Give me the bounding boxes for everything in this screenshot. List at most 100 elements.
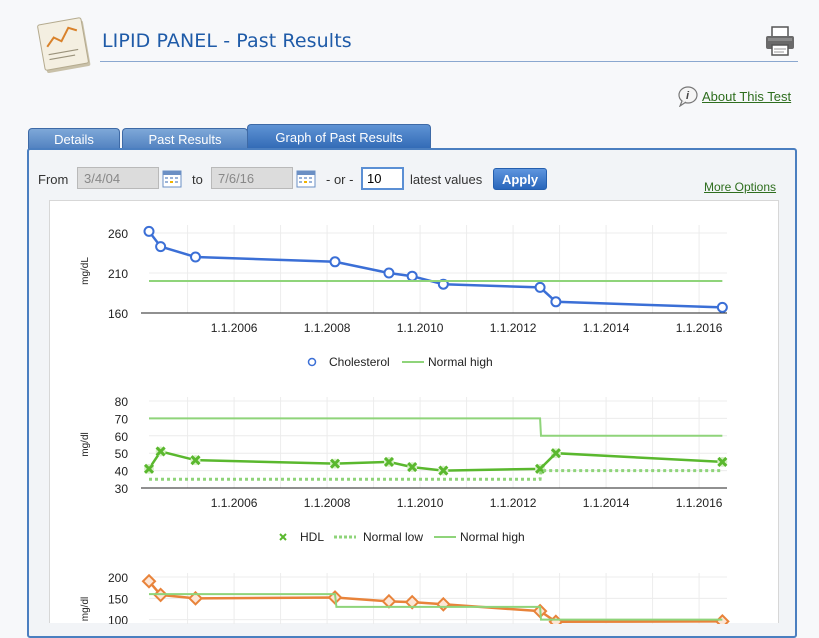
page-title: LIPID PANEL - Past Results [102,30,352,52]
marker-cross [407,462,418,473]
y-axis-label: mg/dL [80,257,91,285]
latest-values-label: latest values [410,172,483,187]
marker-cross [550,448,561,459]
y-tick-label: 150 [108,592,128,606]
or-label: - or - [326,172,354,187]
y-tick-label: 40 [115,465,129,479]
legend-label: Cholesterol [329,355,390,369]
data-point-marker [188,590,203,606]
y-tick-label: 60 [115,430,129,444]
about-this-test-label: About This Test [702,88,792,104]
page-header: LIPID PANEL - Past Results [0,0,819,80]
data-point-marker [155,446,166,457]
marker-cross [329,458,341,469]
legend-label: Normal high [428,355,493,369]
data-point-marker [406,270,418,282]
from-label: From [38,172,69,187]
to-label: to [192,172,203,187]
charts-svg: 160 210 260 mg/dL 1.1.2006 1.1.2008 1.1.2010 1.… [80,225,730,638]
apply-button[interactable]: Apply [493,168,547,190]
y-axis-label: mg/dl [80,597,91,621]
more-options-link[interactable]: More Options [704,180,777,194]
x-tick-label: 1.1.2016 [676,496,723,510]
marker-cross [155,446,166,457]
chart-area: 160 210 260 mg/dL 1.1.2006 1.1.2008 1.1.2010 1.… [49,200,779,638]
y-tick-label: 100 [108,614,128,624]
calendar-icon[interactable] [296,169,316,188]
y-tick-label: 200 [108,571,128,585]
data-point-marker [329,256,341,268]
data-point-marker [155,241,167,253]
data-point-marker [143,225,155,237]
normal-low-line [149,469,723,481]
x-tick-label: 1.1.2016 [676,321,723,335]
x-tick-label: 1.1.2012 [490,321,537,335]
x-tick-label: 1.1.2012 [490,496,537,510]
y-tick-label: 70 [115,412,129,426]
legend-label: Normal high [460,530,525,544]
series-line [148,230,723,309]
marker-cross [383,456,395,467]
tab-past-results[interactable]: Past Results [122,128,248,150]
x-tick-label: 1.1.2014 [583,496,630,510]
chart-document-icon [37,17,91,73]
data-point-marker [407,462,418,473]
latest-count-input[interactable] [361,167,404,190]
x-tick-label: 1.1.2014 [583,321,630,335]
y-tick-label: 30 [115,482,129,496]
data-point-marker [190,251,202,263]
y-axis-label: mg/dl [80,432,91,456]
marker-cross [438,465,449,476]
data-point-marker [143,463,155,474]
marker-cross [717,456,728,467]
data-point-marker [383,456,395,467]
marker-cross [190,455,201,466]
y-tick-label: 160 [108,307,128,321]
normal-range-line [149,417,723,437]
x-tick-label: 1.1.2008 [304,496,351,510]
data-point-marker [717,456,728,467]
data-point-marker [438,465,449,476]
y-tick-label: 210 [108,267,128,281]
data-point-marker [404,594,420,610]
data-point-marker [381,593,397,609]
svg-text:i: i [686,90,690,102]
data-point-marker [550,296,562,308]
data-point-marker [435,596,451,612]
data-point-marker [716,301,728,313]
data-point-marker [190,455,201,466]
printer-icon[interactable] [763,24,797,58]
from-date-input[interactable] [77,167,159,189]
legend-label: HDL [300,530,324,544]
legend-marker-circle [307,357,317,367]
to-date-input[interactable] [211,167,293,189]
y-tick-label: 260 [108,227,128,241]
legend-marker-x [279,533,287,541]
data-point-marker [141,573,157,589]
y-tick-label: 50 [115,447,129,461]
data-point-marker [550,448,561,459]
tab-graph-of-past-results[interactable]: Graph of Past Results [247,124,431,150]
calendar-icon[interactable] [162,169,182,188]
normal-range-line [149,593,723,621]
x-tick-label: 1.1.2010 [397,496,444,510]
tab-details[interactable]: Details [28,128,120,150]
x-tick-label: 1.1.2008 [304,321,351,335]
y-tick-label: 80 [115,395,129,409]
x-tick-label: 1.1.2006 [211,496,258,510]
about-this-test-link[interactable]: i About This Test [676,84,791,108]
date-range-controls: From to - or - latest values Apply [38,167,798,191]
series-line [147,450,723,472]
legend-label: Normal low [363,530,423,544]
info-icon: i [678,86,698,107]
title-divider [100,61,798,62]
data-point-marker [534,281,546,293]
series-line [148,580,723,624]
data-point-marker [329,458,341,469]
marker-cross [143,463,155,474]
x-tick-label: 1.1.2010 [397,321,444,335]
marker-cross [535,463,546,474]
data-point-marker [535,463,546,474]
x-tick-label: 1.1.2006 [211,321,258,335]
data-point-marker [383,267,395,279]
